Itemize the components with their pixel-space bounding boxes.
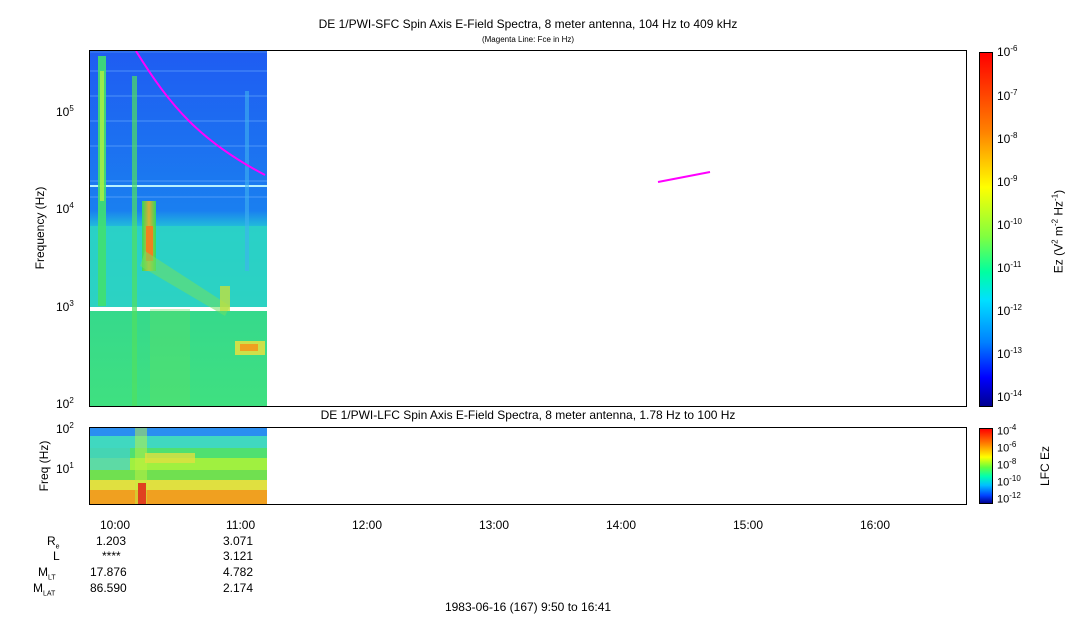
sfc-cbar-tick: 10-14 — [997, 389, 1022, 404]
lfc-cbar-tick: 10-8 — [997, 457, 1017, 472]
ephem-value: 2.174 — [223, 581, 254, 595]
ephem-value: 86.590 — [90, 581, 127, 595]
ephem-label-l: L — [53, 549, 60, 563]
xtick-1300: 13:00 — [479, 518, 510, 532]
sfc-ytick-4: 104 — [56, 201, 74, 216]
sfc-ytick-5: 105 — [56, 104, 74, 119]
lfc-spectrogram — [90, 428, 267, 504]
xtick-1200: 12:00 — [352, 518, 383, 532]
sfc-spectrogram — [90, 51, 711, 406]
lfc-cbar-tick: 10-4 — [997, 423, 1017, 438]
sfc-cbar-tick: 10-8 — [997, 131, 1018, 146]
sfc-cbar-tick: 10-11 — [997, 260, 1022, 275]
xtick-1500: 15:00 — [733, 518, 764, 532]
ephem-value: 1.203 — [96, 534, 127, 548]
ephem-label-re: Re — [47, 534, 60, 551]
sfc-colorbar — [979, 52, 993, 407]
sfc-spectrogram-panel — [89, 50, 967, 407]
sfc-ylabel: Frequency (Hz) — [33, 186, 47, 270]
ephem-value: **** — [102, 549, 121, 563]
xtick-1000: 10:00 — [100, 518, 131, 532]
lfc-cbar-tick: 10-12 — [997, 491, 1021, 506]
lfc-colorbar — [979, 428, 993, 504]
sfc-cbar-tick: 10-9 — [997, 174, 1018, 189]
lfc-spectrogram-panel — [89, 427, 967, 505]
sfc-cbar-tick: 10-13 — [997, 346, 1022, 361]
lfc-ylabel: Freq (Hz) — [37, 440, 51, 492]
lfc-cbar-tick: 10-6 — [997, 440, 1017, 455]
sfc-cbar-tick: 10-12 — [997, 303, 1022, 318]
sfc-ytick-2: 102 — [56, 396, 74, 411]
ephem-value: 4.782 — [223, 565, 254, 579]
xtick-1600: 16:00 — [860, 518, 891, 532]
xtick-1400: 14:00 — [606, 518, 637, 532]
lfc-ytick-2: 102 — [56, 421, 74, 436]
xtick-1100: 11:00 — [226, 518, 256, 532]
sfc-cbar-tick: 10-7 — [997, 88, 1018, 103]
sfc-ytick-3: 103 — [56, 299, 74, 314]
sfc-cbar-tick: 10-6 — [997, 44, 1018, 59]
lfc-ytick-1: 101 — [56, 461, 74, 476]
lfc-colorbar-label: LFC Ez — [1038, 446, 1052, 487]
lfc-data-block — [90, 428, 267, 504]
ephem-value: 17.876 — [90, 565, 127, 579]
sfc-data-block — [90, 51, 267, 406]
fce-line — [135, 51, 711, 183]
lfc-cbar-tick: 10-10 — [997, 474, 1021, 489]
ephem-label-mlat: MLAT — [33, 581, 56, 598]
sfc-chart-subtitle: (Magenta Line: Fce in Hz) — [481, 35, 575, 44]
time-range-footer: 1983-06-16 (167) 9:50 to 16:41 — [444, 600, 612, 614]
sfc-colorbar-label: Ez (V2 m-2 Hz-1) — [1050, 189, 1066, 274]
ephem-value: 3.071 — [223, 534, 254, 548]
ephem-value: 3.121 — [223, 549, 254, 563]
ephem-label-mlt: MLT — [38, 565, 56, 582]
sfc-chart-title: DE 1/PWI-SFC Spin Axis E-Field Spectra, … — [318, 17, 738, 31]
sfc-cbar-tick: 10-10 — [997, 217, 1022, 232]
lfc-chart-title: DE 1/PWI-LFC Spin Axis E-Field Spectra, … — [320, 408, 736, 422]
